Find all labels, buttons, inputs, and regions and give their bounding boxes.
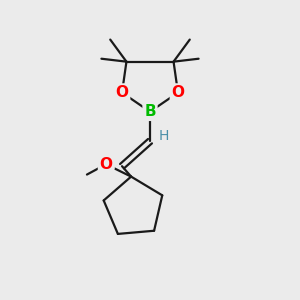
Text: O: O bbox=[100, 157, 112, 172]
Text: O: O bbox=[172, 85, 184, 100]
Text: O: O bbox=[116, 85, 128, 100]
Text: H: H bbox=[159, 129, 169, 143]
Text: H: H bbox=[103, 154, 113, 168]
Text: B: B bbox=[144, 104, 156, 119]
